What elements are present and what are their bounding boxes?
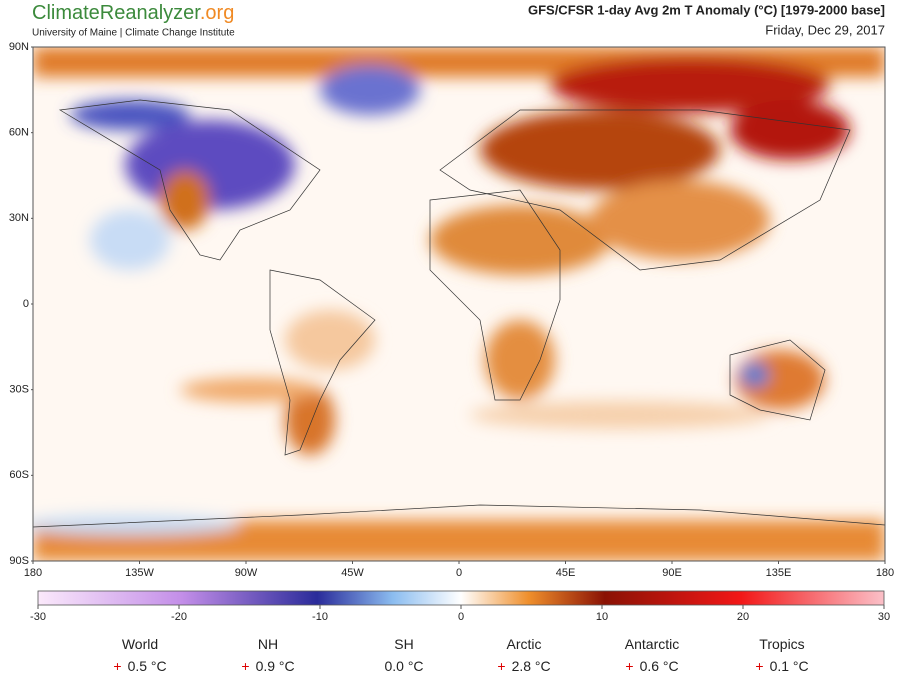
stat: Antarctic +0.6 °C	[592, 636, 712, 674]
lon-label: 45W	[341, 567, 364, 579]
colorbar-label: 0	[458, 611, 464, 623]
stat-sign: +	[625, 658, 634, 674]
lat-label: 60N	[9, 127, 29, 139]
lon-label: 180	[24, 567, 42, 579]
stat-name: SH	[394, 636, 414, 652]
lon-label: 45E	[556, 567, 576, 579]
stat: NH +0.9 °C	[208, 636, 328, 674]
map-title: GFS/CFSR 1-day Avg 2m T Anomaly (°C) [19…	[528, 2, 885, 17]
stats-row: World +0.5 °C NH +0.9 °C SH 0.0 °C Arctic +2.8 …	[0, 636, 900, 676]
lon-label: 90E	[662, 567, 682, 579]
stat-name: World	[121, 636, 159, 652]
lon-label: 90W	[235, 567, 258, 579]
lat-label: 90N	[9, 41, 29, 53]
stat-name: NH	[257, 636, 279, 652]
stat-row: +2.8 °C	[464, 658, 584, 674]
lat-label: 0	[23, 298, 29, 310]
stat-value: 0.5 °C	[127, 658, 167, 674]
colorbar-label: 30	[878, 611, 890, 623]
map	[33, 47, 885, 561]
stat-value: 0.9 °C	[255, 658, 295, 674]
stat: Arctic +2.8 °C	[464, 636, 584, 674]
logo-subtitle: University of Maine | Climate Change Ins…	[32, 28, 235, 39]
stat-row: +0.9 °C	[208, 658, 328, 674]
stat-row: 0.0 °C	[344, 658, 464, 674]
stat: Tropics +0.1 °C	[722, 636, 842, 674]
stat-row: +0.6 °C	[592, 658, 712, 674]
stat-value: 0.1 °C	[769, 658, 809, 674]
stat: World +0.5 °C	[80, 636, 200, 674]
stat-sign: +	[755, 658, 764, 674]
lat-label: 90S	[9, 555, 29, 567]
colorbar	[37, 590, 885, 606]
logo[interactable]: ClimateReanalyzer.org	[32, 2, 234, 24]
stat-value: 0.6 °C	[639, 658, 679, 674]
lat-label: 60S	[9, 469, 29, 481]
lat-label: 30S	[9, 384, 29, 396]
stat-value: 2.8 °C	[511, 658, 551, 674]
colorbar-label: 10	[596, 611, 608, 623]
stat-row: +0.1 °C	[722, 658, 842, 674]
stat-name: Tropics	[759, 636, 805, 652]
lon-label: 180	[876, 567, 894, 579]
colorbar-label: -30	[30, 611, 46, 623]
colorbar-label: 20	[737, 611, 749, 623]
stat-sign: +	[497, 658, 506, 674]
stat-name: Arctic	[506, 636, 542, 652]
stat-sign: +	[113, 658, 122, 674]
lon-label: 135E	[766, 567, 792, 579]
stat-value: 0.0 °C	[384, 658, 424, 674]
stat: SH 0.0 °C	[344, 636, 464, 674]
stat-sign: +	[241, 658, 250, 674]
lon-label: 0	[456, 567, 462, 579]
stat-row: +0.5 °C	[80, 658, 200, 674]
lat-label: 30N	[9, 212, 29, 224]
stat-name: Antarctic	[624, 636, 680, 652]
lon-label: 135W	[125, 567, 154, 579]
colorbar-label: -20	[171, 611, 187, 623]
map-date: Friday, Dec 29, 2017	[765, 22, 885, 37]
colorbar-label: -10	[312, 611, 328, 623]
